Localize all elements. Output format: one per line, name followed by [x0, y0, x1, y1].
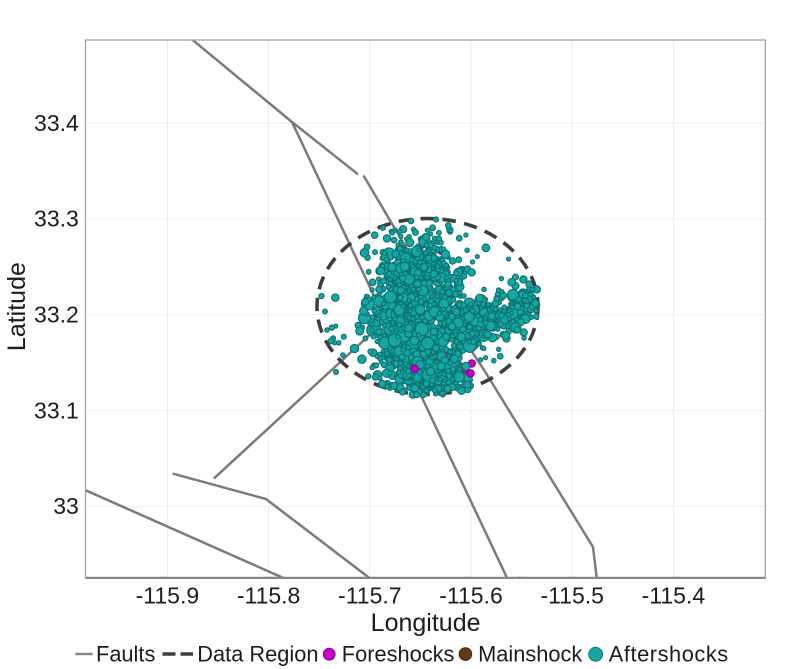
svg-text:Foreshocks: Foreshocks [342, 642, 455, 667]
svg-text:-115.6: -115.6 [439, 583, 503, 609]
svg-text:Latitude: Latitude [3, 262, 31, 351]
svg-text:33.2: 33.2 [34, 302, 79, 328]
svg-text:-115.7: -115.7 [338, 583, 402, 609]
svg-text:33.3: 33.3 [34, 206, 79, 232]
svg-text:Aftershocks: Aftershocks [609, 642, 729, 667]
svg-text:33: 33 [53, 493, 79, 519]
svg-text:Data Region: Data Region [197, 642, 318, 667]
svg-text:Faults: Faults [96, 642, 155, 667]
svg-text:33.4: 33.4 [34, 110, 79, 136]
svg-text:-115.5: -115.5 [540, 583, 604, 609]
svg-text:Mainshock: Mainshock [478, 642, 582, 667]
svg-text:Longitude: Longitude [371, 609, 481, 637]
svg-text:-115.9: -115.9 [136, 583, 200, 609]
svg-text:-115.4: -115.4 [642, 583, 706, 609]
svg-text:-115.8: -115.8 [237, 583, 301, 609]
svg-text:33.1: 33.1 [34, 397, 79, 423]
